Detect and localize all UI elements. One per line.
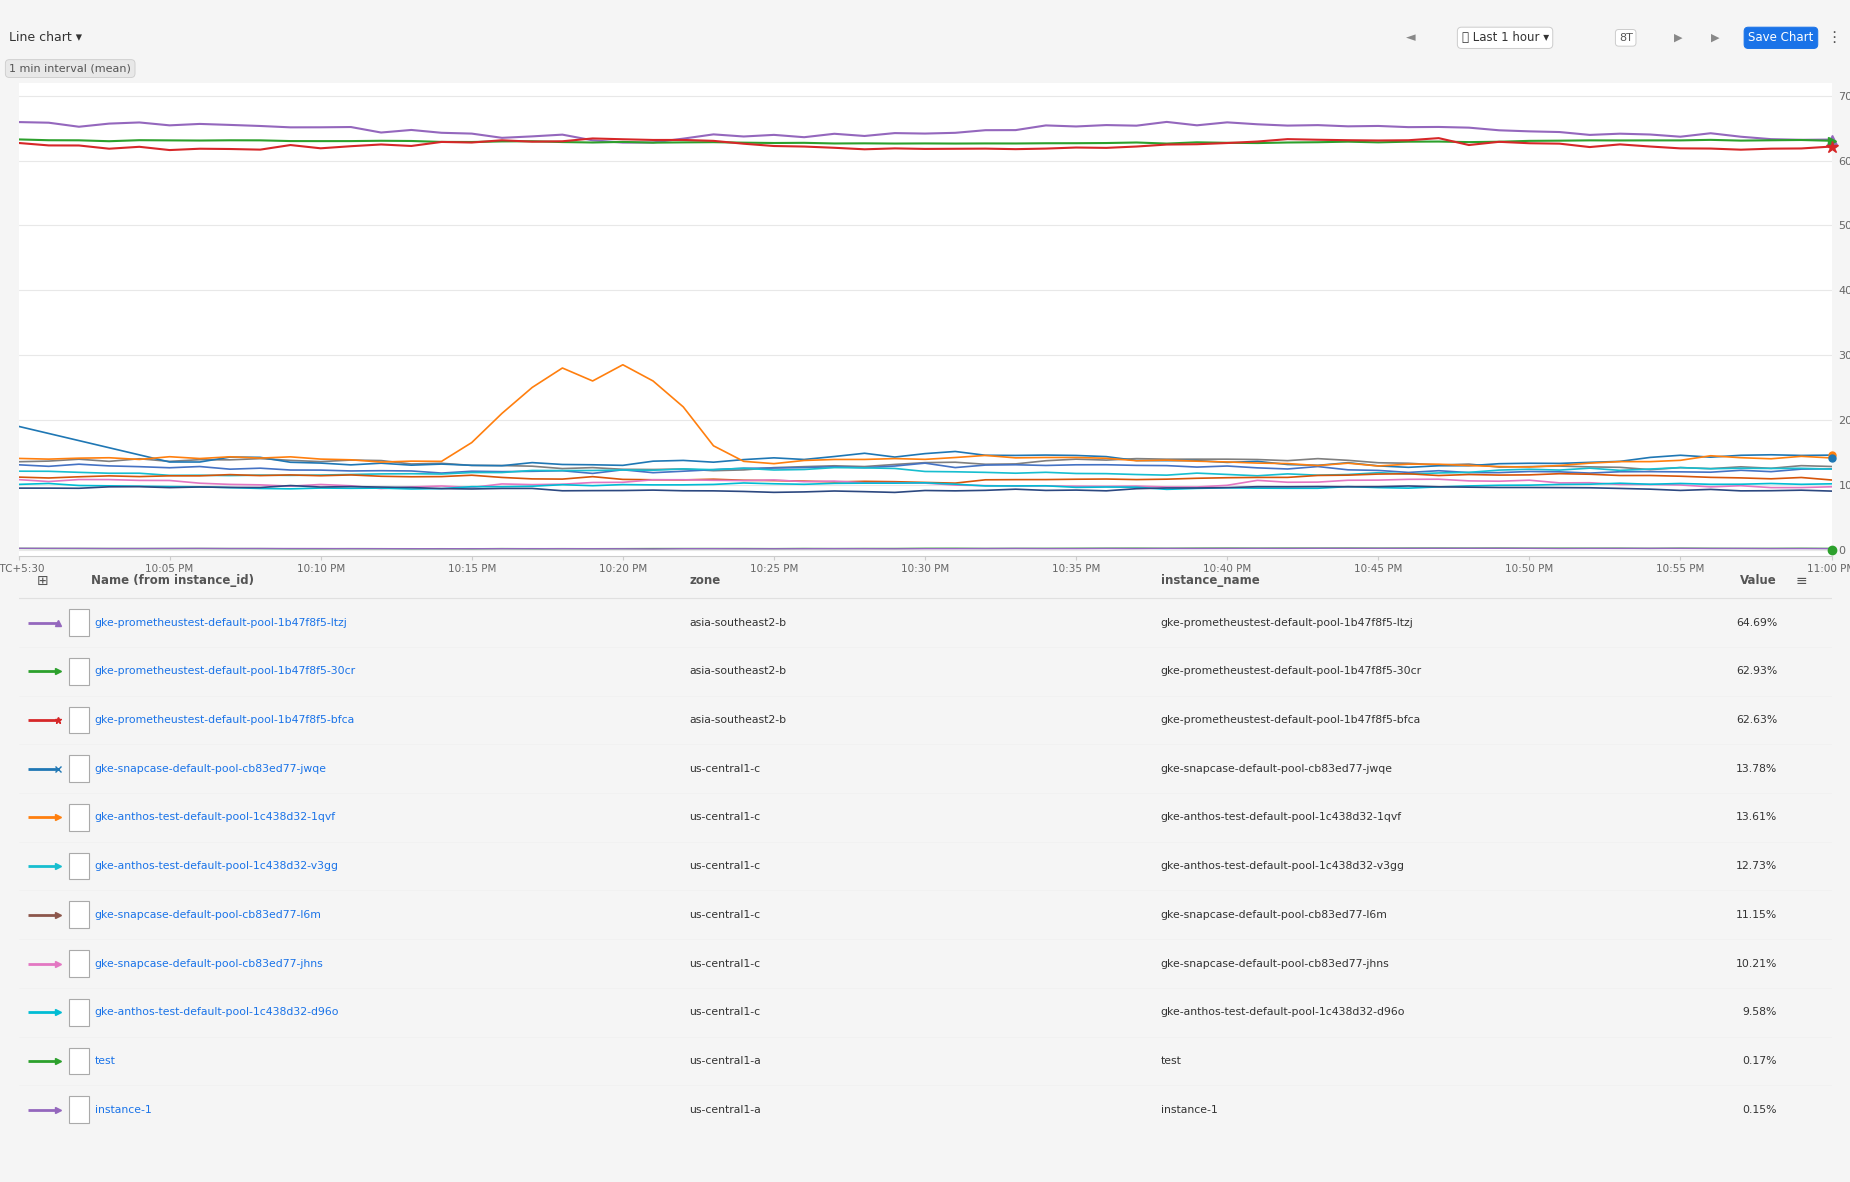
Text: gke-anthos-test-default-pool-1c438d32-1qvf: gke-anthos-test-default-pool-1c438d32-1q… bbox=[94, 812, 335, 823]
FancyBboxPatch shape bbox=[68, 804, 89, 831]
Text: 8T: 8T bbox=[1619, 33, 1634, 43]
Text: ▶: ▶ bbox=[1674, 33, 1684, 43]
Text: asia-southeast2-b: asia-southeast2-b bbox=[690, 715, 786, 725]
Text: us-central1-a: us-central1-a bbox=[690, 1056, 760, 1066]
Text: 0.15%: 0.15% bbox=[1743, 1105, 1778, 1115]
Text: Line chart ▾: Line chart ▾ bbox=[9, 32, 81, 44]
Text: ▶: ▶ bbox=[1711, 33, 1720, 43]
FancyBboxPatch shape bbox=[68, 999, 89, 1026]
Text: gke-snapcase-default-pool-cb83ed77-jhns: gke-snapcase-default-pool-cb83ed77-jhns bbox=[1160, 959, 1389, 968]
Text: instance_name: instance_name bbox=[1160, 574, 1260, 587]
FancyBboxPatch shape bbox=[68, 852, 89, 879]
Text: 11.15%: 11.15% bbox=[1735, 910, 1778, 920]
Text: gke-prometheustest-default-pool-1b47f8f5-ltzj: gke-prometheustest-default-pool-1b47f8f5… bbox=[94, 617, 348, 628]
Text: gke-anthos-test-default-pool-1c438d32-v3gg: gke-anthos-test-default-pool-1c438d32-v3… bbox=[94, 862, 339, 871]
Text: us-central1-c: us-central1-c bbox=[690, 812, 760, 823]
FancyBboxPatch shape bbox=[68, 609, 89, 636]
Text: gke-prometheustest-default-pool-1b47f8f5-30cr: gke-prometheustest-default-pool-1b47f8f5… bbox=[1160, 667, 1423, 676]
Text: 62.93%: 62.93% bbox=[1735, 667, 1778, 676]
Text: 13.61%: 13.61% bbox=[1735, 812, 1778, 823]
Text: 9.58%: 9.58% bbox=[1743, 1007, 1778, 1018]
Text: 1 min interval (mean): 1 min interval (mean) bbox=[9, 64, 131, 73]
Text: gke-anthos-test-default-pool-1c438d32-1qvf: gke-anthos-test-default-pool-1c438d32-1q… bbox=[1160, 812, 1402, 823]
FancyBboxPatch shape bbox=[68, 707, 89, 733]
Text: ⊞: ⊞ bbox=[37, 574, 48, 589]
Text: test: test bbox=[94, 1056, 115, 1066]
Text: zone: zone bbox=[690, 574, 720, 587]
Text: us-central1-c: us-central1-c bbox=[690, 862, 760, 871]
Text: test: test bbox=[1160, 1056, 1182, 1066]
Text: us-central1-c: us-central1-c bbox=[690, 764, 760, 774]
Text: gke-prometheustest-default-pool-1b47f8f5-ltzj: gke-prometheustest-default-pool-1b47f8f5… bbox=[1160, 617, 1413, 628]
Text: 13.78%: 13.78% bbox=[1735, 764, 1778, 774]
FancyBboxPatch shape bbox=[68, 1047, 89, 1074]
Text: asia-southeast2-b: asia-southeast2-b bbox=[690, 617, 786, 628]
Text: us-central1-c: us-central1-c bbox=[690, 959, 760, 968]
FancyBboxPatch shape bbox=[68, 902, 89, 928]
Text: 12.73%: 12.73% bbox=[1735, 862, 1778, 871]
Text: ◄: ◄ bbox=[1406, 32, 1415, 44]
Text: gke-prometheustest-default-pool-1b47f8f5-bfca: gke-prometheustest-default-pool-1b47f8f5… bbox=[1160, 715, 1421, 725]
Text: instance-1: instance-1 bbox=[1160, 1105, 1217, 1115]
Text: Save Chart: Save Chart bbox=[1748, 32, 1813, 44]
Text: Value: Value bbox=[1741, 574, 1778, 587]
Text: gke-snapcase-default-pool-cb83ed77-jwqe: gke-snapcase-default-pool-cb83ed77-jwqe bbox=[94, 764, 327, 774]
FancyBboxPatch shape bbox=[68, 658, 89, 684]
Text: us-central1-a: us-central1-a bbox=[690, 1105, 760, 1115]
Text: asia-southeast2-b: asia-southeast2-b bbox=[690, 667, 786, 676]
Text: gke-anthos-test-default-pool-1c438d32-v3gg: gke-anthos-test-default-pool-1c438d32-v3… bbox=[1160, 862, 1404, 871]
Text: ⋮: ⋮ bbox=[1826, 31, 1841, 45]
Text: 62.63%: 62.63% bbox=[1735, 715, 1778, 725]
Text: ≡: ≡ bbox=[1794, 574, 1807, 589]
Text: gke-prometheustest-default-pool-1b47f8f5-30cr: gke-prometheustest-default-pool-1b47f8f5… bbox=[94, 667, 355, 676]
Text: gke-snapcase-default-pool-cb83ed77-jhns: gke-snapcase-default-pool-cb83ed77-jhns bbox=[94, 959, 324, 968]
Text: gke-anthos-test-default-pool-1c438d32-d96o: gke-anthos-test-default-pool-1c438d32-d9… bbox=[1160, 1007, 1406, 1018]
FancyBboxPatch shape bbox=[68, 950, 89, 976]
Text: gke-snapcase-default-pool-cb83ed77-l6m: gke-snapcase-default-pool-cb83ed77-l6m bbox=[1160, 910, 1388, 920]
Text: 10.21%: 10.21% bbox=[1735, 959, 1778, 968]
FancyBboxPatch shape bbox=[68, 755, 89, 782]
Text: gke-anthos-test-default-pool-1c438d32-d96o: gke-anthos-test-default-pool-1c438d32-d9… bbox=[94, 1007, 339, 1018]
Text: gke-snapcase-default-pool-cb83ed77-jwqe: gke-snapcase-default-pool-cb83ed77-jwqe bbox=[1160, 764, 1393, 774]
Text: instance-1: instance-1 bbox=[94, 1105, 152, 1115]
Text: Name (from instance_id): Name (from instance_id) bbox=[91, 574, 253, 587]
Text: 🕐 Last 1 hour ▾: 🕐 Last 1 hour ▾ bbox=[1462, 32, 1548, 44]
Text: 0.17%: 0.17% bbox=[1743, 1056, 1778, 1066]
Text: 64.69%: 64.69% bbox=[1735, 617, 1778, 628]
Text: gke-snapcase-default-pool-cb83ed77-l6m: gke-snapcase-default-pool-cb83ed77-l6m bbox=[94, 910, 322, 920]
Text: gke-prometheustest-default-pool-1b47f8f5-bfca: gke-prometheustest-default-pool-1b47f8f5… bbox=[94, 715, 355, 725]
Text: us-central1-c: us-central1-c bbox=[690, 910, 760, 920]
FancyBboxPatch shape bbox=[68, 1096, 89, 1123]
Text: us-central1-c: us-central1-c bbox=[690, 1007, 760, 1018]
